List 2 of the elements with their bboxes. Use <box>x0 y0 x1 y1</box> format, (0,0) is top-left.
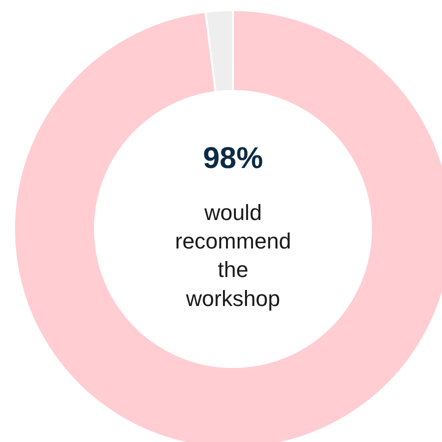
text: 98% <box>203 142 264 175</box>
text: would recommend the workshop <box>175 200 292 311</box>
